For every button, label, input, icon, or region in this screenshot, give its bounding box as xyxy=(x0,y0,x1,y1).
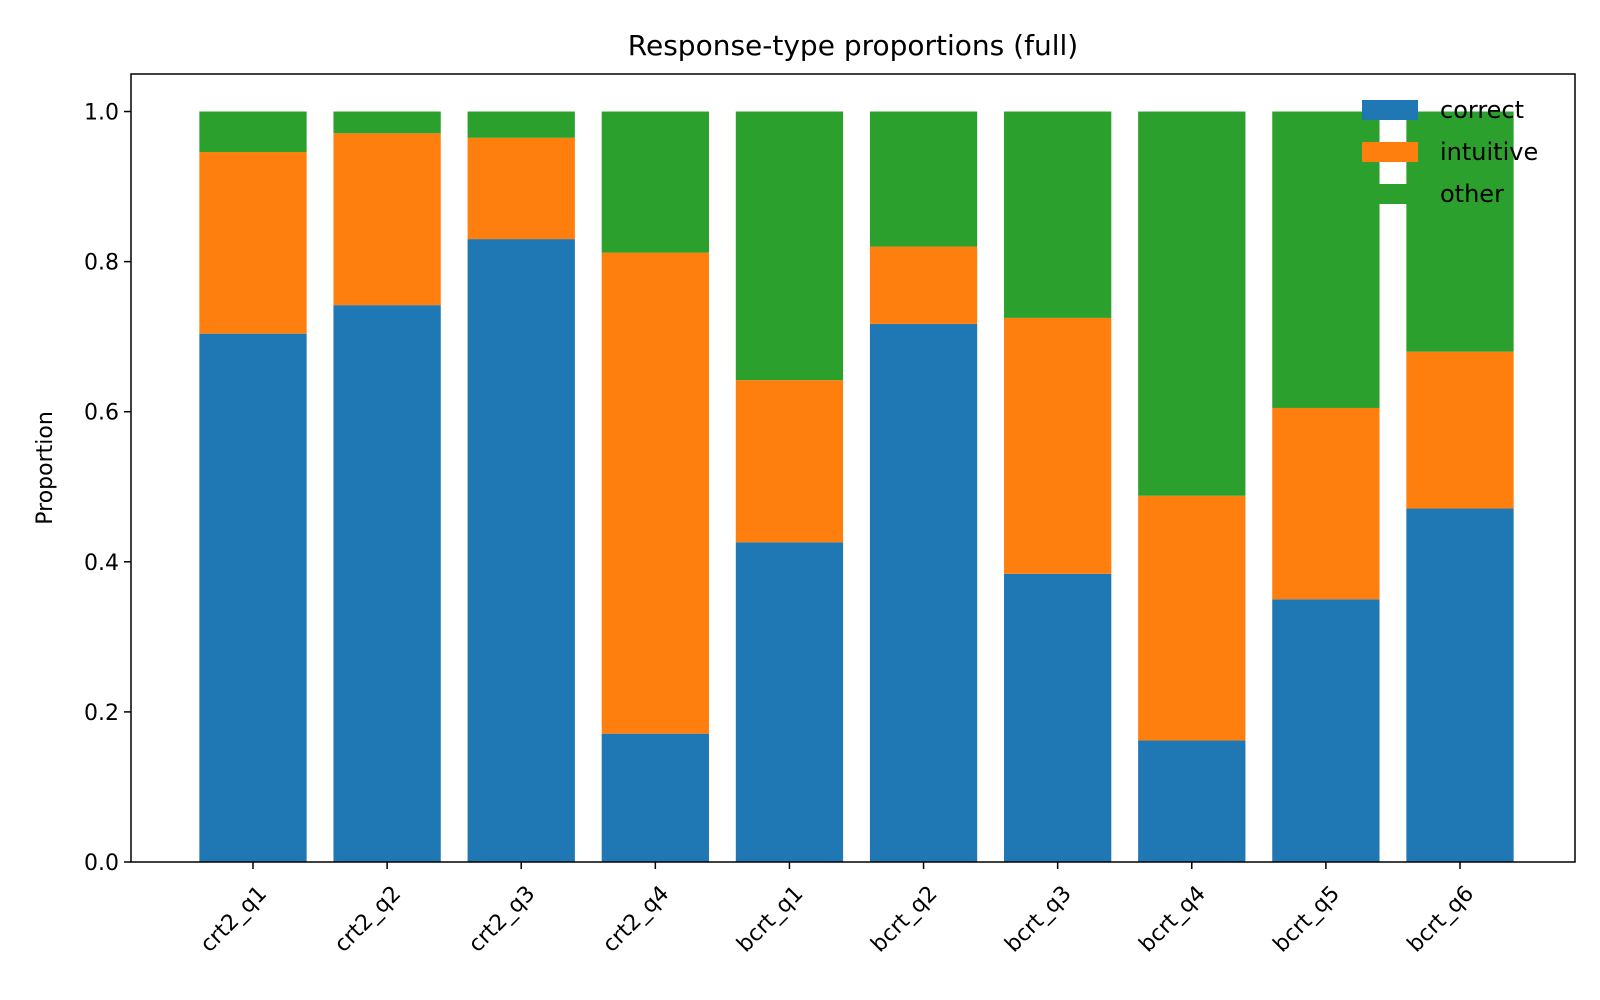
x-tick-label-bcrt_q4: bcrt_q4 xyxy=(1135,881,1211,957)
x-tick-label-crt2_q3: crt2_q3 xyxy=(464,881,540,957)
bar-correct-crt2_q4 xyxy=(601,733,709,862)
bar-other-bcrt_q4 xyxy=(1138,111,1246,496)
bar-correct-bcrt_q3 xyxy=(1004,573,1112,862)
x-tick-label-bcrt_q5: bcrt_q5 xyxy=(1269,881,1345,957)
x-tick-label-bcrt_q6: bcrt_q6 xyxy=(1403,881,1479,957)
bar-correct-bcrt_q5 xyxy=(1272,599,1380,862)
bar-intuitive-crt2_q4 xyxy=(601,252,709,734)
x-tick-label-bcrt_q1: bcrt_q1 xyxy=(732,881,808,957)
bars-group xyxy=(199,111,1514,863)
bar-intuitive-crt2_q2 xyxy=(333,133,441,306)
bar-intuitive-bcrt_q6 xyxy=(1406,351,1514,509)
bar-other-crt2_q3 xyxy=(467,111,575,138)
legend-label-intuitive: intuitive xyxy=(1440,138,1538,166)
bar-correct-crt2_q1 xyxy=(199,333,307,862)
bar-correct-bcrt_q2 xyxy=(869,323,978,862)
y-tick-label: 0.6 xyxy=(84,401,119,426)
bar-correct-crt2_q2 xyxy=(333,305,441,862)
legend-swatch-correct xyxy=(1362,100,1418,120)
y-axis: 0.0 0.2 0.4 0.6 0.8 1.0 xyxy=(84,101,131,876)
legend: correct intuitive other xyxy=(1362,96,1538,208)
legend-swatch-intuitive xyxy=(1362,142,1418,162)
bar-intuitive-bcrt_q4 xyxy=(1138,495,1246,741)
x-tick-label-crt2_q4: crt2_q4 xyxy=(598,881,674,957)
bar-correct-bcrt_q1 xyxy=(735,542,844,862)
bar-intuitive-bcrt_q2 xyxy=(869,246,978,324)
bar-correct-bcrt_q6 xyxy=(1406,508,1514,862)
bar-other-crt2_q2 xyxy=(333,111,441,134)
bar-other-crt2_q4 xyxy=(601,111,709,253)
bar-intuitive-bcrt_q5 xyxy=(1272,407,1380,600)
bar-intuitive-bcrt_q1 xyxy=(735,380,844,543)
plot-frame xyxy=(130,73,1576,863)
bar-intuitive-crt2_q3 xyxy=(467,137,575,240)
x-tick-label-bcrt_q3: bcrt_q3 xyxy=(1001,881,1077,957)
x-axis: crt2_q1 crt2_q2 crt2_q3 crt2_q4 bcrt_q1 bcrt_… xyxy=(196,862,1479,957)
chart-title: Response-type proportions (full) xyxy=(628,29,1078,62)
bar-intuitive-bcrt_q3 xyxy=(1004,317,1112,574)
bar-other-crt2_q1 xyxy=(199,111,307,153)
legend-label-correct: correct xyxy=(1440,96,1524,124)
x-tick-label-crt2_q2: crt2_q2 xyxy=(330,881,406,957)
y-tick-label: 0.8 xyxy=(84,251,119,276)
bar-other-bcrt_q6 xyxy=(1406,111,1514,352)
bar-correct-crt2_q3 xyxy=(467,239,575,863)
y-tick-label: 0.0 xyxy=(84,851,119,876)
legend-swatch-other xyxy=(1362,184,1418,204)
y-tick-label: 0.2 xyxy=(84,701,119,726)
bar-correct-bcrt_q4 xyxy=(1138,740,1246,862)
bar-other-bcrt_q1 xyxy=(735,111,844,381)
y-tick-label: 1.0 xyxy=(84,101,119,126)
bar-other-bcrt_q3 xyxy=(1004,111,1112,318)
bar-other-bcrt_q5 xyxy=(1272,111,1380,408)
x-tick-label-crt2_q1: crt2_q1 xyxy=(196,881,272,957)
y-tick-label: 0.4 xyxy=(84,551,119,576)
x-tick-label-bcrt_q2: bcrt_q2 xyxy=(866,881,942,957)
y-axis-label: Proportion xyxy=(33,411,58,525)
bar-intuitive-crt2_q1 xyxy=(199,152,307,334)
legend-label-other: other xyxy=(1440,180,1504,208)
bar-other-bcrt_q2 xyxy=(869,111,978,247)
